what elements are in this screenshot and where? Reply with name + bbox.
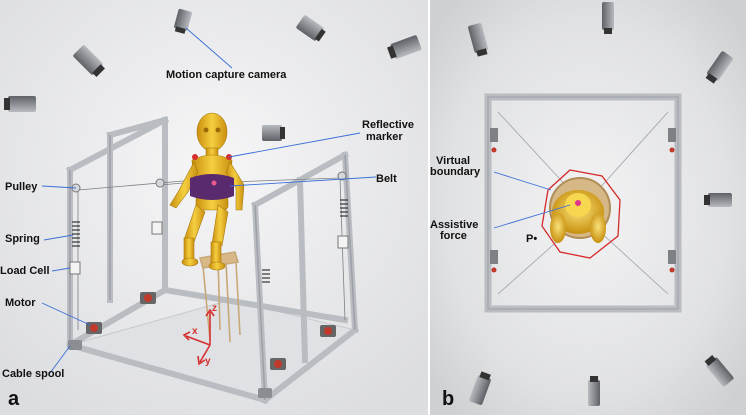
mannequin-top-view	[550, 190, 606, 243]
camera-icon	[469, 371, 491, 405]
spring-icon	[340, 199, 348, 217]
camera-icon	[387, 35, 422, 59]
spring-icon	[72, 221, 80, 247]
label-pulley: Pulley	[5, 181, 38, 193]
camera-icon	[704, 354, 734, 387]
virtual-boundary	[541, 169, 621, 259]
cable-spool-icon	[258, 388, 272, 398]
label-point-p: P•	[526, 233, 538, 245]
load-cell-icon	[69, 261, 81, 275]
reflective-marker-icon	[192, 154, 198, 160]
load-cell-icon	[151, 221, 163, 235]
panel-divider	[428, 0, 430, 415]
label-assistive-force-line1: Assistive	[430, 219, 479, 231]
camera-icon	[296, 15, 326, 42]
panel-a-perspective-view: Motion capture camera Reflective marker …	[0, 0, 428, 415]
leader-lines	[41, 27, 377, 374]
camera-icon	[174, 8, 192, 34]
label-belt: Belt	[376, 173, 397, 185]
label-motor: Motor	[5, 297, 36, 309]
load-cell-icon	[337, 235, 349, 249]
label-virtual-boundary-line2: boundary	[430, 166, 481, 178]
label-virtual-boundary-line1: Virtual	[436, 155, 471, 167]
axis-label-z: z	[212, 303, 217, 314]
panel-a-illustration	[0, 0, 428, 415]
camera-icon	[468, 23, 488, 57]
coordinate-axes	[182, 308, 215, 366]
pulley-icon	[337, 171, 347, 181]
label-cable-spool: Cable spool	[2, 368, 65, 380]
label-reflective-marker-line2: marker	[366, 131, 403, 143]
panel-b-illustration	[430, 0, 746, 415]
label-load-cell: Load Cell	[0, 265, 50, 277]
motor-icon	[270, 358, 286, 370]
leader-virtual-boundary	[493, 171, 552, 191]
camera-icon	[588, 376, 600, 406]
camera-icon	[704, 193, 732, 207]
panel-b-top-view: Virtual boundary Assistive force P• b	[430, 0, 746, 415]
cable-spool-icon	[68, 340, 82, 350]
leader-assistive-force	[493, 204, 571, 229]
pulley-icon	[155, 178, 165, 188]
reflective-marker-icon	[575, 200, 581, 206]
label-assistive-force-line2: force	[440, 230, 467, 242]
axis-label-x: x	[192, 326, 198, 337]
label-reflective-marker-line1: Reflective	[362, 119, 414, 131]
camera-icon	[4, 96, 36, 112]
camera-icon	[262, 125, 285, 141]
spring-icon	[262, 269, 270, 283]
axis-label-y: y	[205, 356, 211, 367]
camera-icon	[73, 45, 105, 77]
label-spring: Spring	[5, 233, 40, 245]
motor-icon	[320, 325, 336, 337]
motor-icon	[140, 292, 156, 304]
reflective-marker-icon	[211, 180, 217, 186]
camera-icon	[705, 51, 733, 84]
panel-letter-b: b	[442, 388, 455, 410]
panel-letter-a: a	[8, 388, 20, 410]
label-motion-capture-camera: Motion capture camera	[166, 69, 287, 81]
belt	[190, 174, 234, 200]
camera-icon	[602, 2, 614, 34]
